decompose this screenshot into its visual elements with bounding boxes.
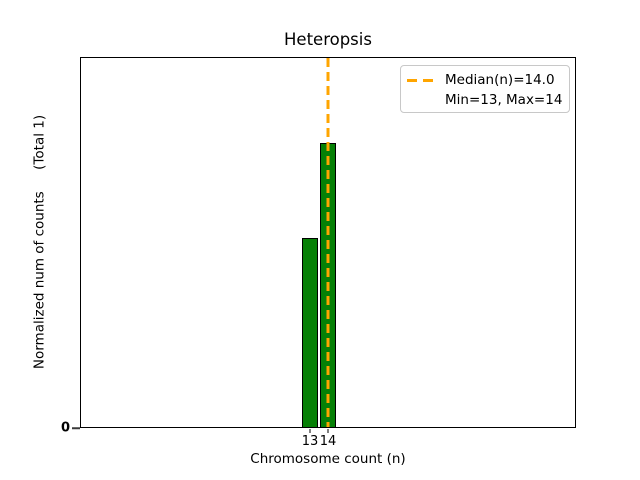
dashed-line-icon	[407, 78, 437, 82]
x-tick-label: 13	[301, 434, 319, 449]
x-axis-ticks: 13 14	[80, 428, 576, 452]
legend-entry-minmax: Min=13, Max=14	[407, 90, 563, 110]
x-tick-label: 14	[319, 434, 337, 449]
chart-title: Heteropsis	[284, 30, 372, 49]
y-axis-label: Normalized num of counts (Total 1)	[31, 114, 48, 370]
x-tick-mark	[327, 429, 329, 433]
y-axis-tick-labels: 0	[48, 57, 72, 436]
median-line	[326, 58, 330, 427]
legend-median-label: Median(n)=14.0	[445, 72, 555, 88]
histogram-bar-13	[302, 237, 318, 427]
plot-area	[80, 57, 576, 428]
legend-entry-median: Median(n)=14.0	[407, 70, 563, 90]
x-tick-mark	[309, 429, 311, 433]
y-tick-mark	[72, 426, 80, 430]
y-axis-tick-marks	[72, 57, 80, 430]
legend: Median(n)=14.0 Min=13, Max=14	[400, 65, 570, 113]
legend-minmax-label: Min=13, Max=14	[445, 92, 563, 108]
x-axis-label: Chromosome count (n)	[250, 451, 406, 467]
y-tick-label: 0	[60, 420, 70, 436]
